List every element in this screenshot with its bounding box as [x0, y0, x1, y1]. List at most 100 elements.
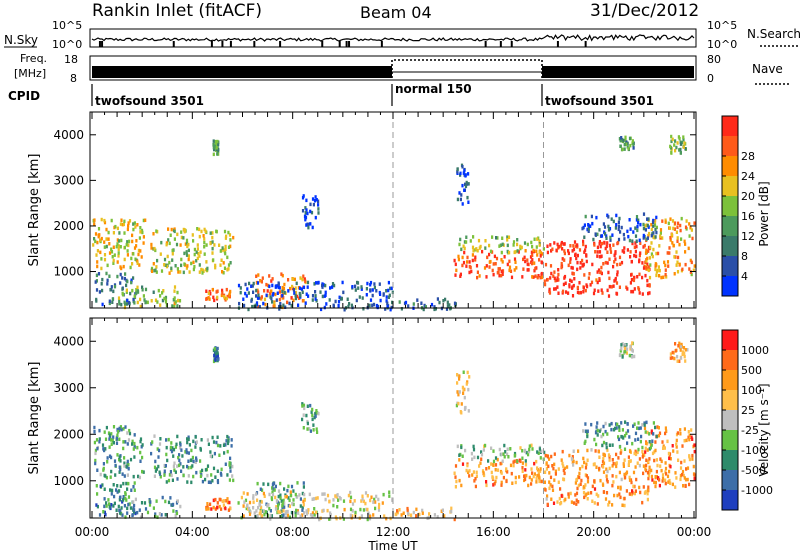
power-cell [646, 256, 649, 261]
velocity-cell [578, 471, 581, 476]
power-cell [676, 141, 679, 145]
power-cell [644, 228, 647, 232]
velocity-cell [506, 452, 509, 456]
velocity-cell [669, 481, 672, 485]
power-cell [105, 227, 108, 232]
velocity-cell [691, 453, 694, 458]
power-cell [548, 287, 551, 292]
power-cell [538, 258, 541, 262]
velocity-ytick-label: 1000 [53, 474, 84, 488]
power-cell [493, 254, 496, 259]
power-cell [95, 279, 98, 283]
power-cell [629, 143, 632, 148]
velocity-cell [528, 444, 531, 448]
power-cell [225, 296, 228, 301]
x-axis-label: Time UT [367, 539, 418, 553]
velocity-cell [302, 485, 305, 489]
velocity-cell [113, 459, 117, 463]
velocity-cell [139, 459, 142, 463]
velocity-cell [668, 469, 671, 474]
power-cell [568, 283, 571, 287]
power-cell [461, 183, 464, 188]
velocity-cell [637, 437, 640, 441]
power-cell [100, 236, 103, 241]
power-cell [670, 134, 673, 139]
velocity-cell [310, 410, 313, 414]
power-cell [679, 228, 682, 233]
velocity-cell [161, 495, 164, 500]
velocity-cell [690, 435, 693, 439]
velocity-cell [335, 495, 338, 499]
velocity-cell [514, 480, 517, 485]
power-cell [119, 245, 122, 249]
power-cell [651, 254, 654, 259]
velocity-cell [332, 498, 335, 502]
power-cell [672, 243, 675, 248]
power-cell [500, 269, 503, 274]
velocity-cell [481, 469, 485, 473]
power-cell [647, 249, 650, 253]
power-cell [637, 221, 640, 225]
power-cell [456, 170, 459, 174]
power-cell [584, 248, 587, 252]
velocity-cell [141, 455, 144, 460]
velocity-cell [119, 467, 122, 472]
power-cell [155, 229, 158, 233]
velocity-cell [178, 458, 181, 463]
power-cell [649, 245, 652, 250]
power-cell [304, 217, 307, 222]
velocity-cell [306, 427, 309, 431]
power-cell [211, 246, 214, 251]
power-cell [588, 272, 591, 276]
velocity-cell [314, 510, 317, 515]
power-cell [369, 288, 372, 292]
velocity-cell [166, 458, 169, 463]
velocity-cell [584, 439, 587, 444]
power-cell [608, 243, 611, 248]
velocity-cell [115, 508, 118, 512]
power-cell [642, 245, 645, 249]
power-cell [675, 263, 678, 267]
velocity-cell [606, 432, 609, 436]
power-cell [220, 258, 223, 262]
velocity-cell [121, 472, 124, 476]
velocity-cell [679, 477, 682, 482]
velocity-cell [158, 448, 161, 453]
power-cell [501, 269, 505, 273]
velocity-cell [652, 432, 655, 436]
velocity-cell [690, 428, 693, 432]
power-cell [221, 246, 224, 250]
power-cell [597, 289, 600, 293]
power-cell [224, 236, 227, 240]
velocity-cell [115, 437, 119, 441]
power-cell [140, 228, 144, 233]
power-cell [629, 281, 632, 285]
velocity-cell [312, 428, 315, 432]
velocity-cell [591, 499, 594, 503]
power-cell [273, 304, 276, 308]
power-cell [328, 298, 331, 302]
power-cell [309, 209, 312, 214]
power-cell [648, 256, 651, 260]
power-cell [606, 250, 609, 254]
power-cell [133, 246, 137, 250]
velocity-cell [674, 471, 677, 475]
power-cell [97, 234, 100, 239]
velocity-cell [683, 354, 686, 359]
velocity-cell [454, 475, 457, 479]
velocity-cell [126, 506, 129, 511]
power-cell [243, 303, 246, 308]
power-cell [146, 300, 149, 305]
velocity-cell [506, 470, 509, 474]
power-cell [475, 264, 479, 268]
power-cell [680, 237, 683, 241]
power-cell [126, 249, 129, 253]
power-cell [187, 248, 190, 253]
power-cell [311, 197, 315, 201]
power-cell [255, 301, 259, 305]
velocity-cell [385, 516, 388, 521]
power-cell [214, 265, 217, 270]
velocity-cell [611, 464, 614, 468]
power-cell [632, 230, 635, 234]
power-cell [122, 264, 125, 269]
